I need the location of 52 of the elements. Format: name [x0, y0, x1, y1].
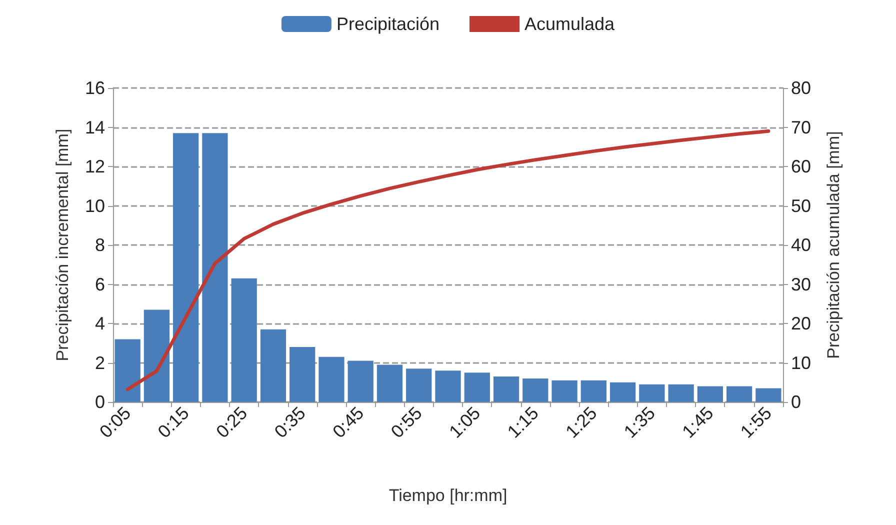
line-series	[126, 129, 770, 392]
x-tick-label: 0:25	[212, 402, 252, 442]
y2-tick-label: 30	[791, 274, 812, 294]
bar	[376, 364, 403, 402]
x-tick-label: 0:55	[387, 402, 426, 442]
bar	[435, 370, 461, 402]
y-tick-label: 8	[94, 235, 105, 255]
y2-axis-title: Precipitación acumulada [mm]	[824, 131, 843, 359]
bar	[348, 360, 374, 402]
bar	[231, 278, 257, 402]
legend-label: Acumulada	[524, 14, 616, 34]
y2-tick-label: 70	[791, 117, 812, 138]
y-axis-title: Precipitación incremental [mm]	[53, 128, 72, 362]
y-tick-label: 16	[84, 78, 105, 98]
bar	[202, 133, 228, 402]
bar	[552, 380, 578, 402]
y2-tick-label: 80	[791, 78, 812, 98]
x-tick-label: 0:15	[154, 402, 193, 442]
x-tick-label: 0:45	[328, 402, 368, 442]
bar	[610, 382, 636, 402]
y2-tick-label: 50	[791, 196, 812, 216]
x-tick-label: 0:35	[270, 402, 310, 442]
bar	[173, 133, 199, 402]
bar	[697, 386, 723, 402]
bar	[464, 372, 490, 402]
bar	[144, 310, 170, 402]
x-axis-title: Tiempo [hr:mm]	[388, 486, 508, 505]
bar	[580, 380, 606, 402]
y2-tick-label: 60	[791, 156, 812, 176]
bar	[260, 329, 286, 402]
bar	[493, 376, 520, 402]
y-tick-label: 10	[84, 196, 105, 216]
y2-tick-label: 20	[791, 314, 812, 334]
bar	[406, 368, 432, 402]
y-tick-label: 4	[94, 314, 105, 334]
bar	[668, 384, 694, 402]
y2-tick-label: 0	[791, 392, 802, 412]
y2-tick-label: 10	[791, 352, 812, 373]
bar	[756, 388, 782, 402]
bar	[639, 384, 665, 402]
y2-tick-label: 40	[791, 235, 812, 255]
y-tick-label: 14	[84, 117, 105, 138]
legend-label: Precipitación	[336, 14, 440, 34]
bar	[522, 378, 548, 402]
y-tick-label: 6	[94, 274, 105, 294]
bar	[318, 356, 344, 402]
bar	[114, 339, 140, 402]
bar	[290, 347, 316, 402]
y-tick-label: 0	[94, 392, 105, 412]
y-tick-label: 2	[94, 352, 105, 373]
bar	[726, 386, 752, 402]
y-tick-label: 12	[84, 156, 105, 176]
